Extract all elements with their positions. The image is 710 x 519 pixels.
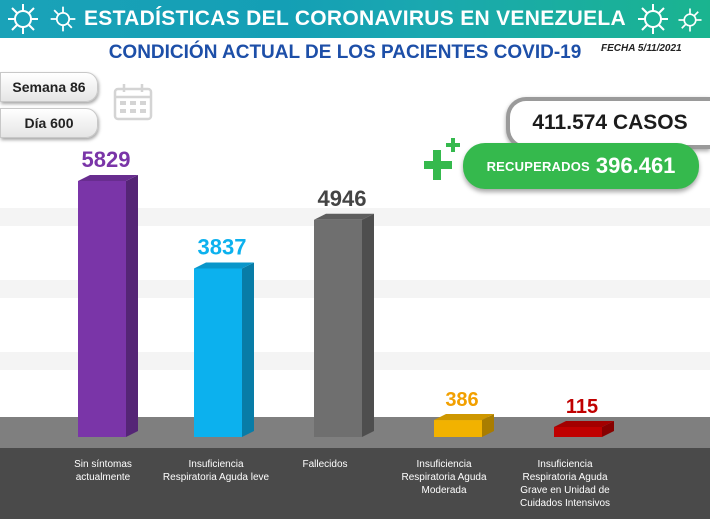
chart-bars bbox=[78, 175, 614, 437]
chart-value-labels: 5829 3837 4946 386 115 bbox=[82, 147, 599, 418]
day-label: Día 600 bbox=[24, 115, 74, 131]
category-label: Fallecidos bbox=[302, 459, 348, 470]
category-label: Insuficiencia Respiratoria Aguda Grave e… bbox=[519, 459, 611, 509]
value-label-2: 3837 bbox=[198, 234, 247, 259]
total-cases-badge: 411.574 CASOS bbox=[506, 97, 710, 149]
chart-floor bbox=[0, 417, 710, 519]
value-label-1: 5829 bbox=[82, 147, 131, 172]
category-label: Insuficiencia Respiratoria Aguda Moderad… bbox=[401, 459, 487, 496]
bar-1 bbox=[78, 175, 138, 437]
virus-icon bbox=[50, 6, 76, 32]
report-date: FECHA 5/11/2021 bbox=[601, 43, 682, 54]
category-label: Sin síntomas actualmente bbox=[74, 459, 132, 483]
recovered-badge: RECUPERADOS 396.461 bbox=[463, 143, 699, 189]
bar-3 bbox=[314, 213, 374, 437]
calendar-icon bbox=[113, 84, 153, 121]
week-badge: Semana 86 bbox=[0, 72, 98, 102]
week-label: Semana 86 bbox=[12, 79, 86, 95]
virus-icon bbox=[638, 4, 668, 34]
day-badge: Día 600 bbox=[0, 108, 98, 138]
recovered-value: 396.461 bbox=[595, 153, 676, 178]
value-label-5: 115 bbox=[566, 396, 598, 418]
virus-icon bbox=[8, 4, 38, 34]
page-title: ESTADÍSTICAS DEL CORONAVIRUS EN VENEZUEL… bbox=[83, 7, 627, 30]
bar-5 bbox=[554, 421, 614, 437]
bar-4 bbox=[434, 414, 494, 437]
chart-floor-front bbox=[0, 448, 710, 519]
header-banner: ESTADÍSTICAS DEL CORONAVIRUS EN VENEZUEL… bbox=[0, 0, 710, 38]
value-label-4: 386 bbox=[445, 389, 478, 411]
value-label-3: 4946 bbox=[318, 186, 367, 211]
recovered-label: RECUPERADOS bbox=[486, 158, 590, 174]
total-cases: 411.574 CASOS bbox=[532, 111, 688, 134]
plus-icon bbox=[424, 138, 460, 180]
page-subtitle: CONDICIÓN ACTUAL DE LOS PACIENTES COVID-… bbox=[108, 42, 582, 63]
category-label: Insuficiencia Respiratoria Aguda leve bbox=[162, 459, 270, 483]
bar-2 bbox=[194, 262, 254, 437]
virus-icon bbox=[678, 8, 702, 32]
